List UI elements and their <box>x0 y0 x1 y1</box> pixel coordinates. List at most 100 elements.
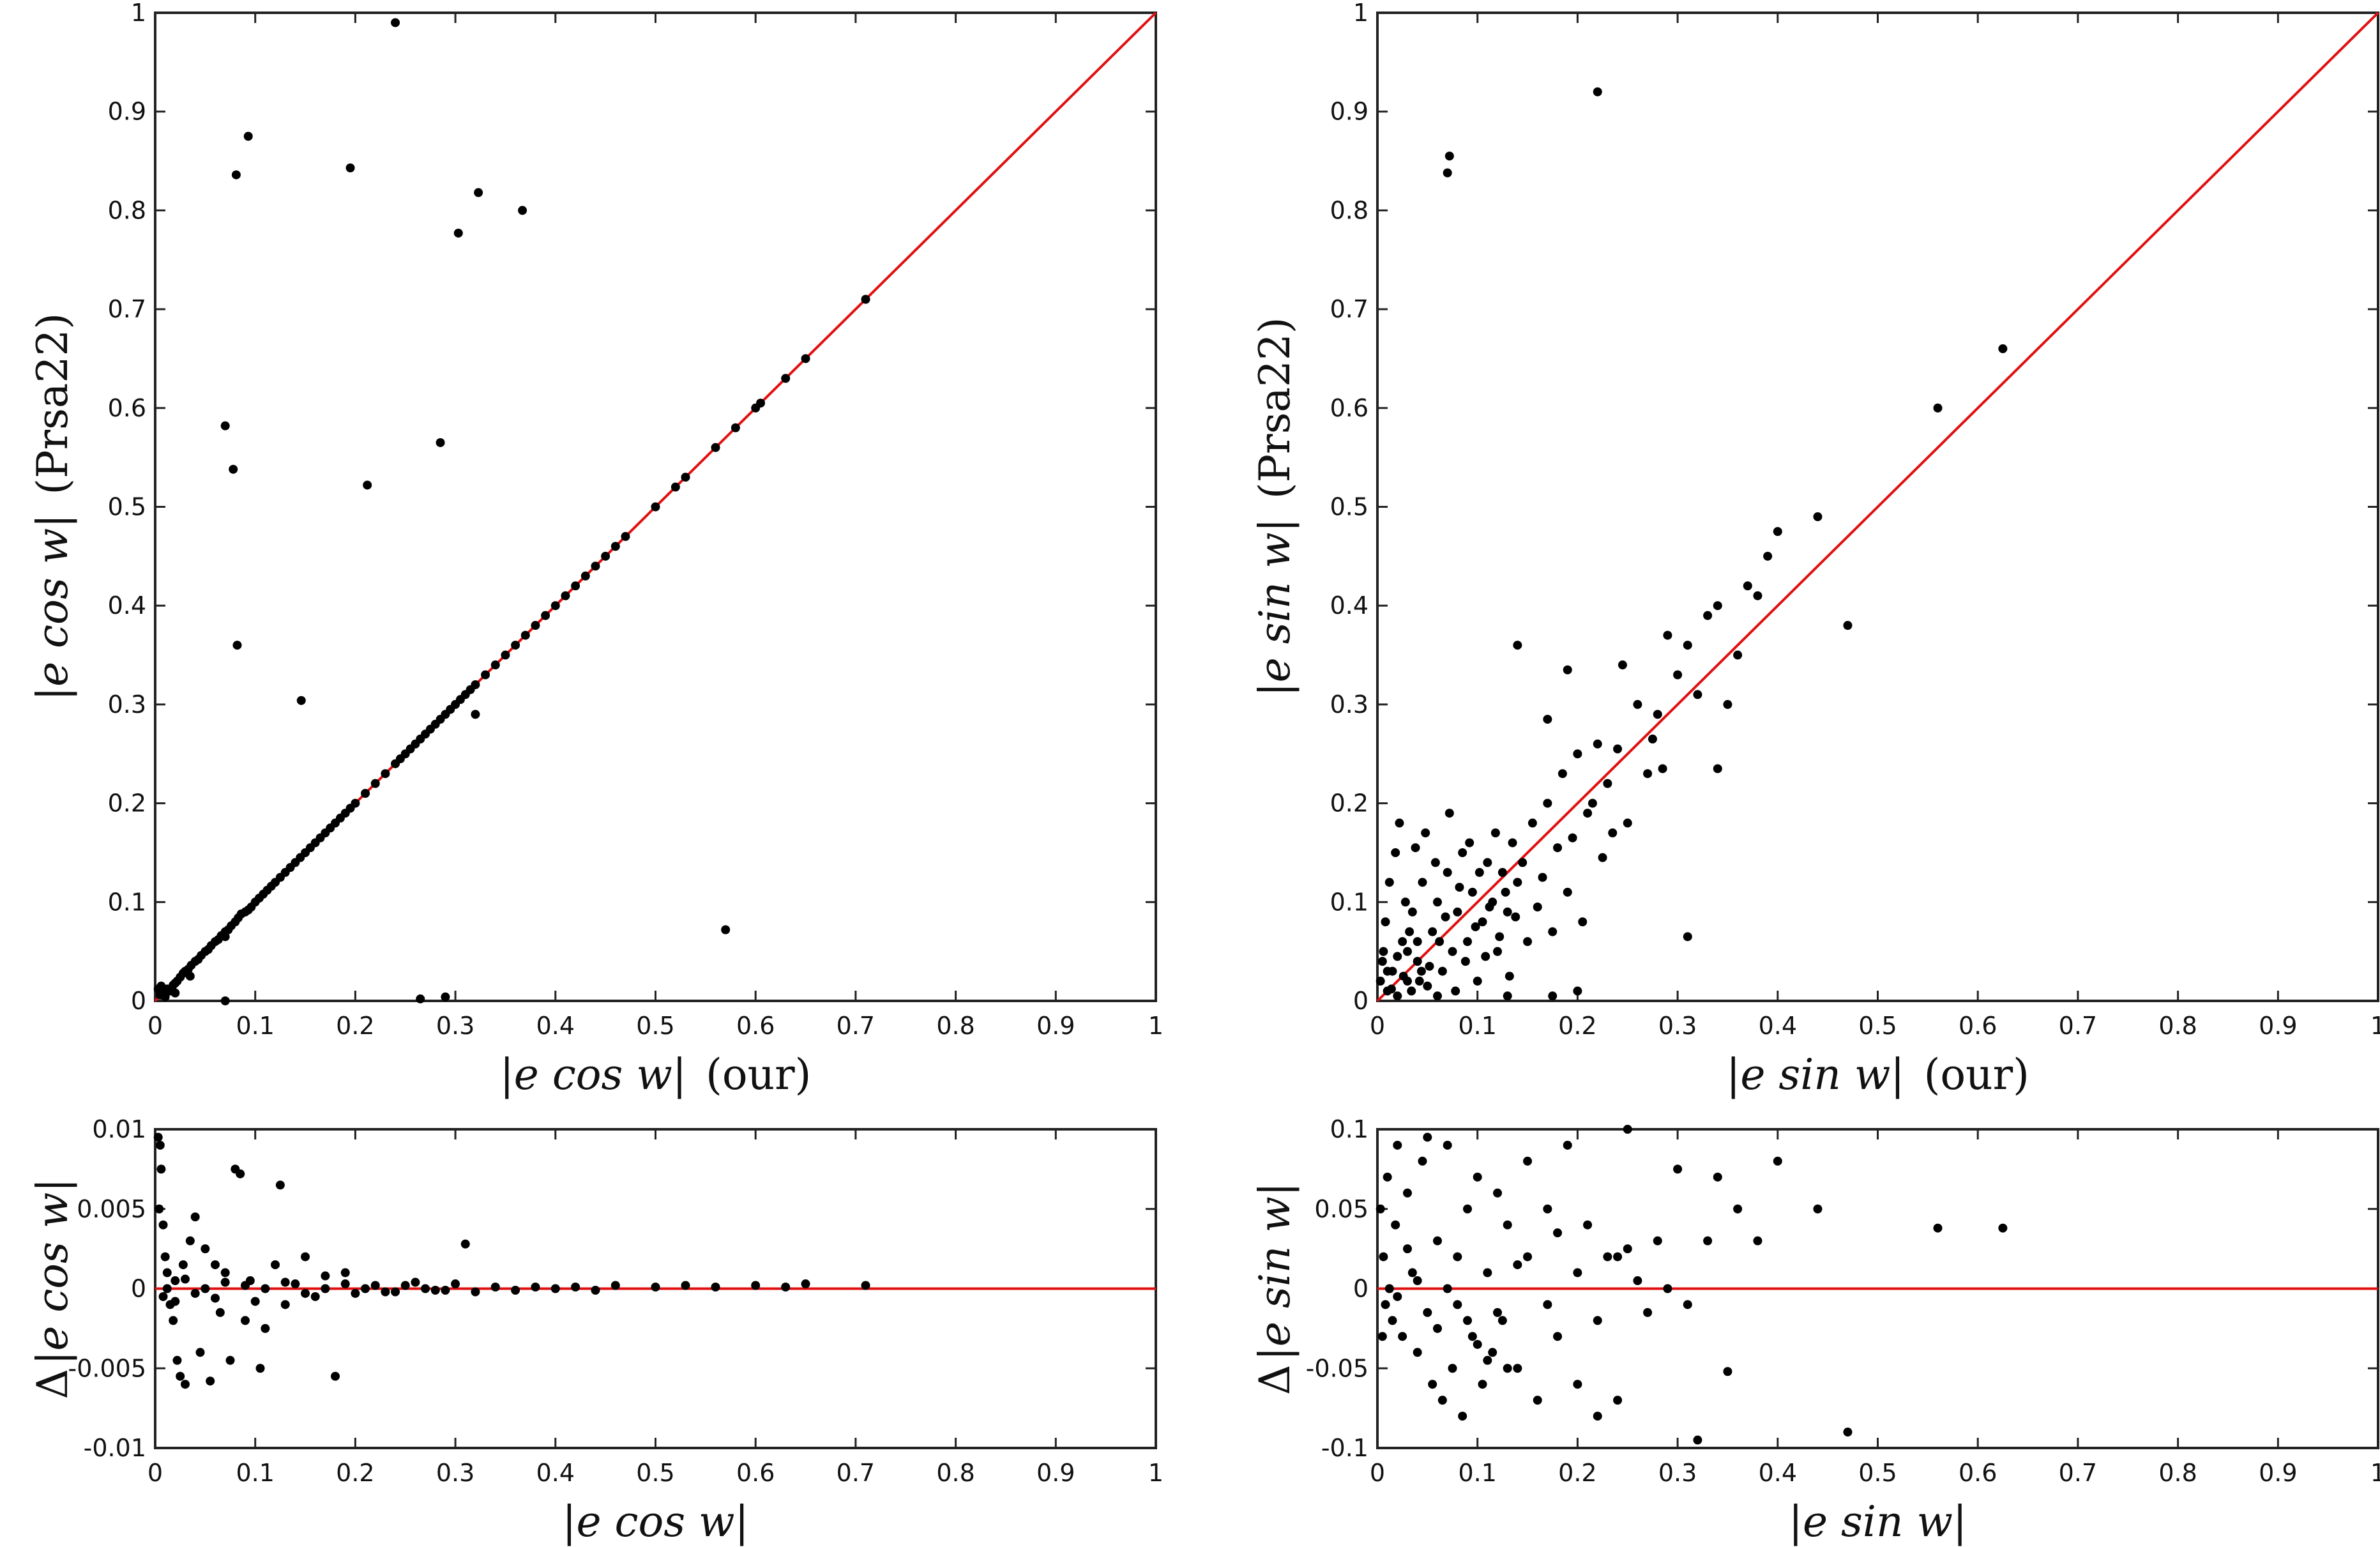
x-tick-label: 0.4 <box>1759 1459 1797 1487</box>
data-point <box>1603 779 1612 788</box>
data-point <box>381 769 390 779</box>
data-point <box>1553 843 1563 853</box>
data-point <box>601 551 610 561</box>
data-point <box>1381 1300 1390 1309</box>
data-point <box>1391 848 1400 857</box>
data-point <box>1733 1204 1743 1214</box>
data-point <box>518 206 527 215</box>
data-point <box>241 1281 250 1290</box>
data-point <box>1505 972 1514 981</box>
data-point <box>296 696 306 705</box>
data-point <box>416 994 425 1003</box>
data-point <box>220 421 230 431</box>
x-tick-label: 0.3 <box>436 1459 474 1487</box>
data-point <box>1543 715 1552 724</box>
data-point <box>1523 1156 1533 1166</box>
data-point <box>195 1348 205 1357</box>
data-point <box>345 163 355 172</box>
x-tick-label: 0.5 <box>636 1459 674 1487</box>
data-point <box>1433 1236 1443 1246</box>
data-point <box>781 1283 791 1292</box>
data-point <box>1503 991 1512 1001</box>
data-point <box>1933 1223 1943 1233</box>
data-point <box>1398 937 1407 947</box>
data-point <box>1693 1435 1702 1445</box>
data-point <box>436 438 445 447</box>
data-point <box>271 1260 280 1270</box>
data-point <box>1523 1252 1533 1261</box>
data-point <box>1543 1204 1552 1214</box>
plot-p3: 0 0.1 0.2 0.3 0.4 0.5 0.6 0.7 0.8 0.9 1 -0.01 -0.005… <box>28 1115 1163 1546</box>
data-point <box>1416 966 1426 976</box>
data-point <box>1425 961 1434 971</box>
data-point <box>1463 1204 1473 1214</box>
y-tick-label: 0.9 <box>1330 98 1368 126</box>
y-tick-label: 0.9 <box>108 98 146 126</box>
data-point <box>1548 991 1558 1001</box>
data-point <box>1473 1339 1482 1349</box>
data-point <box>201 1284 210 1293</box>
x-label-math: |e cos w| <box>500 1050 687 1099</box>
data-point <box>169 1316 178 1325</box>
data-point <box>1563 887 1572 897</box>
data-point <box>1633 699 1642 709</box>
data-point <box>351 1288 360 1298</box>
data-point <box>471 1287 480 1297</box>
x-tick-label: 0.7 <box>837 1012 875 1040</box>
data-point <box>261 1323 270 1333</box>
data-point <box>190 1212 200 1222</box>
data-point <box>1573 1268 1582 1277</box>
data-point <box>801 354 810 363</box>
data-point <box>474 188 483 197</box>
x-label-suffix: (our) <box>1924 1050 2029 1099</box>
data-point <box>1465 838 1474 848</box>
x-tick-label: 0 <box>148 1012 163 1040</box>
data-point <box>1508 838 1517 848</box>
y-tick-label: 0.7 <box>1330 295 1368 323</box>
data-point <box>1843 1428 1853 1437</box>
data-point <box>155 1140 165 1150</box>
data-point <box>400 1281 410 1290</box>
y-label-math: |e cos w| <box>28 514 77 701</box>
data-point <box>1513 1260 1522 1270</box>
data-point <box>160 1252 170 1261</box>
data-point <box>1423 1307 1432 1317</box>
data-point <box>1451 986 1460 996</box>
plot-p2: 0 0.1 0.2 0.3 0.4 0.5 0.6 0.7 0.8 0.9 1 0 0.1 0.2 0.3 0… <box>1250 0 2380 1099</box>
x-tick-label: 0.9 <box>2259 1459 2297 1487</box>
data-point <box>1393 952 1402 961</box>
data-point <box>511 1285 520 1295</box>
data-point <box>1377 957 1387 966</box>
data-point <box>411 1277 420 1287</box>
data-point <box>1683 1300 1692 1309</box>
data-point <box>1527 818 1537 828</box>
data-point <box>1488 1348 1497 1357</box>
x-tick-label: 0.5 <box>1858 1012 1897 1040</box>
data-point <box>1633 1276 1642 1286</box>
data-point <box>370 1281 380 1290</box>
data-point <box>340 1279 350 1289</box>
data-point <box>1393 1292 1402 1301</box>
data-point <box>1407 986 1416 996</box>
data-point <box>1723 699 1732 709</box>
reference-line-y-equals-x <box>1376 11 2379 1002</box>
data-point <box>1743 581 1752 591</box>
data-point <box>1448 947 1457 956</box>
data-point <box>156 981 166 991</box>
data-point <box>1453 1252 1462 1261</box>
x-tick-label: 0.9 <box>1036 1459 1075 1487</box>
data-point <box>1733 650 1743 660</box>
y-tick-label: 0 <box>1353 987 1368 1015</box>
data-point <box>1463 937 1473 947</box>
data-point <box>1813 1204 1823 1214</box>
data-point <box>1483 1355 1492 1365</box>
data-point <box>1753 591 1762 600</box>
y-tick-label: 0.005 <box>77 1195 146 1223</box>
data-point <box>220 1268 230 1277</box>
data-point <box>1713 764 1722 774</box>
data-point <box>1467 887 1477 897</box>
data-point <box>1548 927 1558 936</box>
data-point <box>531 1283 540 1292</box>
data-point <box>1623 818 1632 828</box>
